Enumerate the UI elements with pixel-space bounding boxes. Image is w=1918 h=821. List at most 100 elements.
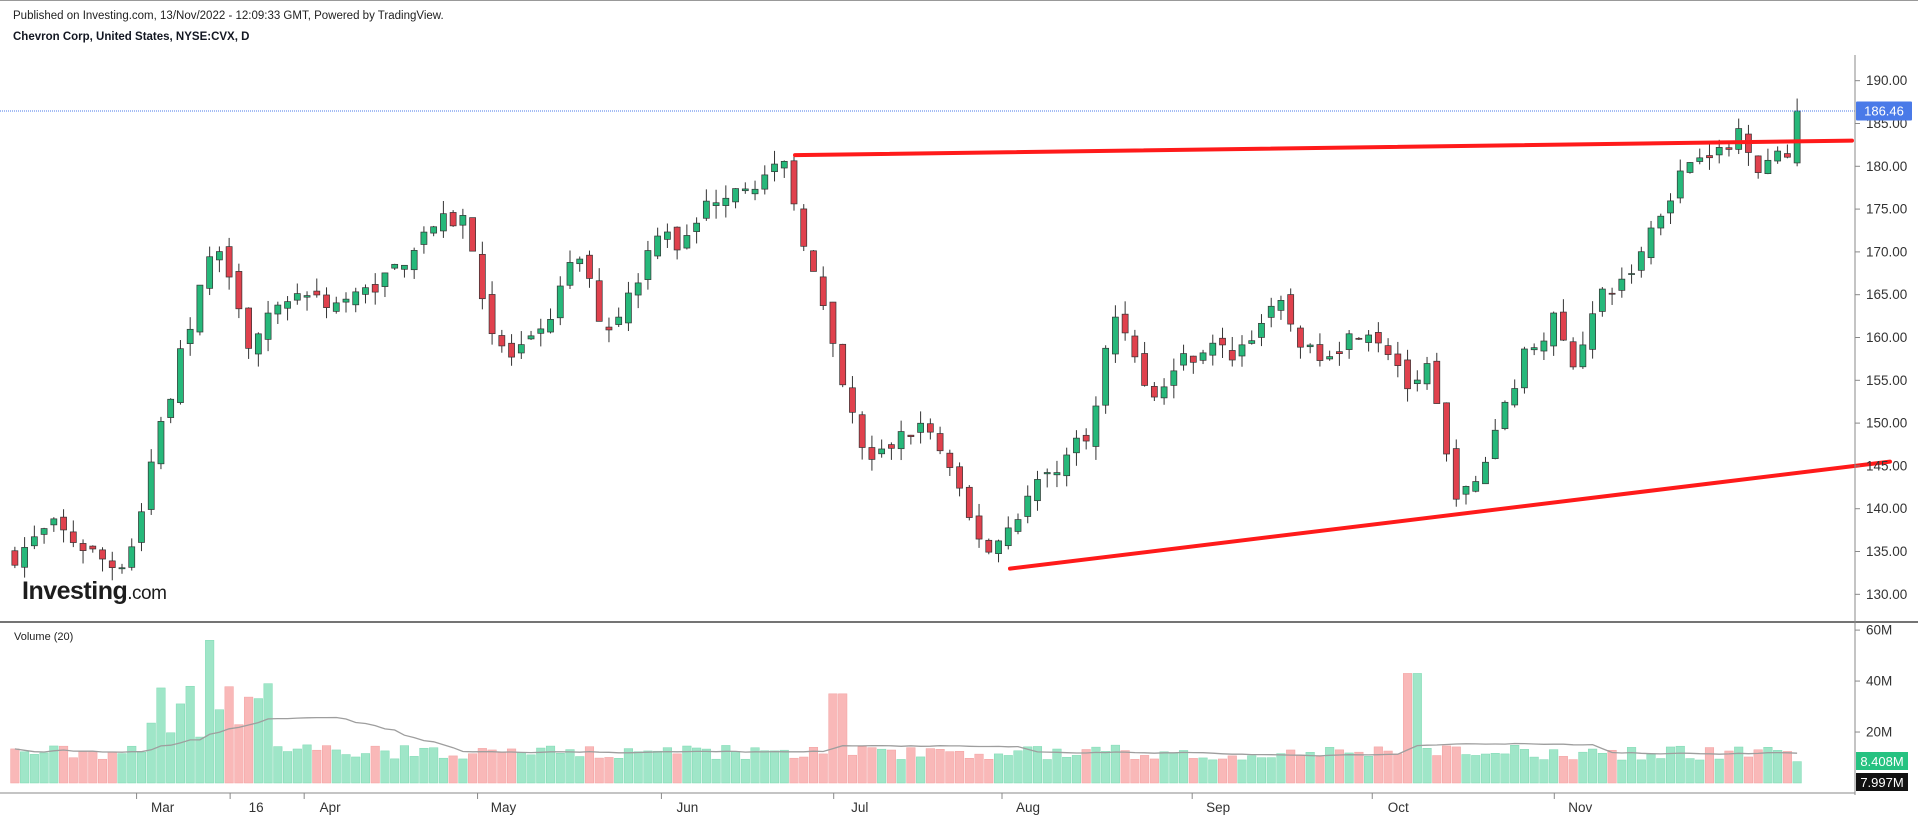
candle-body xyxy=(1735,128,1743,150)
time-tick-label: Nov xyxy=(1568,800,1592,815)
volume-bar xyxy=(867,747,877,784)
volume-bar xyxy=(1675,745,1685,784)
volume-bar xyxy=(555,753,565,784)
volume-bar xyxy=(1159,751,1169,784)
volume-bar xyxy=(672,753,682,784)
candle-body xyxy=(274,304,282,315)
candle-body xyxy=(673,226,681,251)
volume-tick-label: 40M xyxy=(1866,674,1892,689)
candle-body xyxy=(1560,311,1567,341)
volume-bar xyxy=(1480,753,1491,784)
candle-body xyxy=(946,452,954,468)
volume-bar xyxy=(1627,747,1637,784)
volume-bar xyxy=(1198,757,1208,784)
candle-body xyxy=(401,264,408,270)
candle-body xyxy=(1209,342,1217,356)
volume-bar xyxy=(1169,752,1179,784)
candle-body xyxy=(936,433,944,452)
candle-body xyxy=(1793,110,1801,164)
candle-body xyxy=(1784,153,1791,158)
volume-bar xyxy=(1032,746,1043,784)
candle-body xyxy=(449,212,457,227)
candle-body xyxy=(634,282,642,296)
volume-bar xyxy=(653,750,663,784)
candle-body xyxy=(21,547,28,568)
last-price-label: 186.46 xyxy=(1856,101,1912,121)
volume-bar xyxy=(1373,746,1383,784)
volume-bar xyxy=(1773,750,1783,784)
candle-body xyxy=(576,258,584,265)
volume-bar xyxy=(1451,746,1461,784)
volume-bar xyxy=(39,752,49,784)
candle-body xyxy=(839,343,847,386)
candle-body xyxy=(50,518,58,526)
investing-logo: Investing.com xyxy=(22,577,167,605)
candle-body xyxy=(1540,340,1548,352)
volume-ma-line xyxy=(14,716,1798,757)
volume-bar xyxy=(136,751,147,784)
volume-bar xyxy=(1763,747,1773,784)
candle-body xyxy=(888,444,895,449)
volume-bar xyxy=(224,686,234,784)
candle-body xyxy=(1199,352,1207,361)
volume-bar xyxy=(643,750,653,784)
volume-bar xyxy=(1403,673,1413,784)
candle-body xyxy=(371,284,379,293)
candle-body xyxy=(654,235,662,257)
candle-body xyxy=(819,276,827,306)
candle-body xyxy=(40,528,48,535)
candle-body xyxy=(771,163,778,173)
volume-bar xyxy=(1130,759,1140,784)
volume-bar xyxy=(1364,756,1374,784)
candle-body xyxy=(1024,495,1032,517)
volume-bar xyxy=(1597,752,1607,784)
volume-bar xyxy=(97,758,108,784)
candle-body xyxy=(547,319,554,333)
candle-body xyxy=(1764,159,1772,175)
last-volume-value: 8.408M xyxy=(1860,754,1903,769)
volume-bar xyxy=(721,745,731,784)
volume-bar xyxy=(799,756,809,784)
volume-bar xyxy=(117,753,127,784)
candle-body xyxy=(1180,353,1187,366)
volume-bar xyxy=(1247,755,1257,784)
candle-body xyxy=(1170,370,1178,386)
volume-bar xyxy=(1656,758,1666,784)
volume-bar xyxy=(253,698,263,784)
candle-body xyxy=(235,271,243,310)
candle-body xyxy=(761,174,769,190)
candle-body xyxy=(11,550,19,566)
volume-bar xyxy=(614,758,624,784)
volume-bar xyxy=(1529,756,1539,784)
candle-body xyxy=(245,307,252,349)
volume-bar xyxy=(838,693,848,784)
candle-body xyxy=(167,398,175,418)
volume-bar xyxy=(1782,751,1792,784)
candle-body xyxy=(527,335,535,340)
candle-body xyxy=(60,516,67,531)
volume-bar xyxy=(1578,751,1588,784)
volume-bar xyxy=(828,693,838,784)
volume-bar xyxy=(1023,746,1033,784)
volume-bar xyxy=(1256,757,1267,784)
candle-body xyxy=(1297,327,1304,348)
candle-body xyxy=(849,387,856,413)
volume-bar xyxy=(662,747,672,784)
volume-bar xyxy=(1792,761,1802,784)
candle-body xyxy=(1189,355,1197,363)
candle-body xyxy=(284,301,291,309)
candle-body xyxy=(878,448,886,455)
volume-bar xyxy=(1237,759,1247,784)
candle-body xyxy=(1131,335,1139,358)
candle-body xyxy=(1121,313,1129,334)
volume-ma-label: 7.997M xyxy=(1856,773,1908,791)
candle-body xyxy=(1647,227,1655,259)
volume-bar xyxy=(205,640,215,784)
resistance-trendline xyxy=(793,138,1854,158)
candle-body xyxy=(1102,347,1110,406)
time-tick-label: May xyxy=(491,800,517,815)
volume-bar xyxy=(1208,759,1218,784)
candle-body xyxy=(1608,292,1616,295)
volume-bar xyxy=(1665,746,1676,784)
